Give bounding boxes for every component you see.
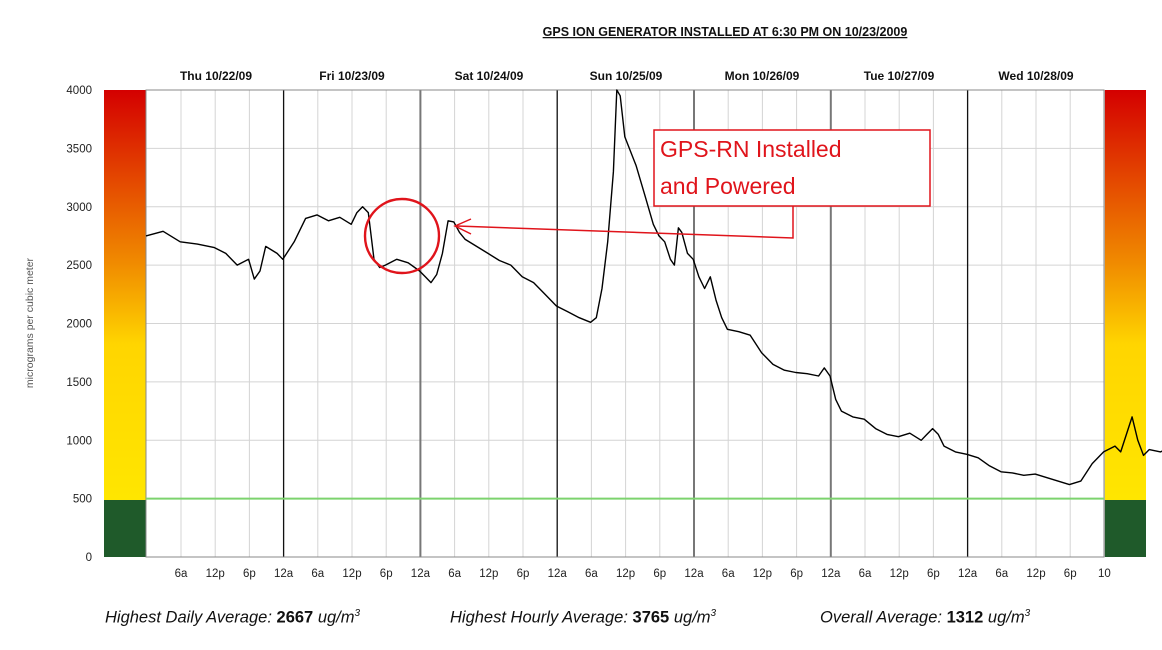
annotation-arrowhead — [453, 218, 472, 235]
x-tick-label: 6a — [995, 568, 1008, 580]
y-tick-label: 0 — [86, 552, 92, 564]
y-tick-label: 2000 — [66, 319, 92, 331]
daily-average-label: Highest Daily Average: — [105, 608, 272, 627]
annotation-line-2: and Powered — [660, 173, 796, 199]
day-labels: Thu 10/22/09 Fri 10/23/09 Sat 10/24/09 Sun … — [180, 69, 1074, 83]
x-tick-labels: 6a 12p 6p 12a 6a 12p 6p 12a 6a 12p 6p 12a 6a 12p 6p 12a… — [175, 568, 1111, 580]
installation-annotation: GPS-RN Installed and Powered — [363, 129, 931, 275]
left-colorbar — [104, 90, 146, 557]
x-tick-label: 6p — [927, 568, 940, 580]
right-colorbar-danger — [1104, 90, 1146, 500]
x-tick-label: 6a — [859, 568, 872, 580]
day-label: Sat 10/24/09 — [455, 69, 524, 83]
x-tick-label: 12p — [1026, 568, 1045, 580]
footer-hourly-average: Highest Hourly Average: 3765 ug/m3 — [450, 608, 716, 628]
day-label: Mon 10/26/09 — [725, 69, 800, 83]
x-tick-label: 6a — [448, 568, 461, 580]
x-tick-label: 12p — [890, 568, 909, 580]
chart-title: GPS ION GENERATOR INSTALLED AT 6:30 PM O… — [543, 25, 908, 39]
y-axis-label: micrograms per cubic meter — [24, 257, 36, 388]
x-tick-label: 12p — [342, 568, 361, 580]
footer-daily-average: Highest Daily Average: 2667 ug/m3 — [105, 608, 360, 628]
day-label: Tue 10/27/09 — [864, 69, 935, 83]
hourly-average-unit: ug/m — [673, 608, 711, 627]
x-tick-label: 6p — [1064, 568, 1077, 580]
hourly-average-label: Highest Hourly Average: — [450, 608, 628, 627]
hourly-average-value: 3765 — [632, 608, 670, 627]
x-tick-label: 6p — [380, 568, 393, 580]
overall-average-unit: ug/m — [987, 608, 1025, 627]
y-tick-label: 3000 — [66, 202, 92, 214]
x-tick-label: 12p — [753, 568, 772, 580]
right-colorbar-safe — [1104, 500, 1146, 557]
plot-frame — [145, 89, 1105, 558]
day-label: Thu 10/22/09 — [180, 69, 252, 83]
y-tick-label: 3500 — [66, 143, 92, 155]
day-label: Wed 10/28/09 — [998, 69, 1073, 83]
overall-average-label: Overall Average: — [820, 608, 942, 627]
x-tick-label: 12p — [479, 568, 498, 580]
grid-lines — [146, 90, 1105, 557]
y-tick-label: 2500 — [66, 260, 92, 272]
x-tick-label: 12a — [958, 568, 978, 580]
day-label: Sun 10/25/09 — [590, 69, 663, 83]
y-tick-label: 1500 — [66, 377, 92, 389]
x-tick-label: 12p — [616, 568, 635, 580]
x-tick-label: 6p — [517, 568, 530, 580]
day-label: Fri 10/23/09 — [319, 69, 385, 83]
annotation-arrow-line — [456, 205, 794, 239]
annotation-box — [653, 129, 931, 207]
x-tick-label: 6p — [653, 568, 666, 580]
left-colorbar-safe — [104, 500, 146, 557]
y-tick-labels: 0 500 1000 1500 2000 2500 3000 3500 4000 — [66, 85, 92, 564]
x-tick-label: 12a — [821, 568, 841, 580]
right-colorbar — [1104, 90, 1146, 557]
annotation-line-1: GPS-RN Installed — [660, 136, 842, 162]
x-tick-label: 6p — [790, 568, 803, 580]
daily-average-exponent: 3 — [354, 608, 361, 619]
hourly-average-exponent: 3 — [710, 608, 717, 619]
x-tick-label: 6a — [311, 568, 324, 580]
x-tick-label: 6a — [585, 568, 598, 580]
daily-average-value: 2667 — [276, 608, 314, 627]
series-line — [145, 89, 1162, 486]
y-tick-label: 4000 — [66, 85, 92, 97]
x-tick-label: 12p — [206, 568, 225, 580]
y-tick-label: 1000 — [66, 435, 92, 447]
annotation-circle — [363, 197, 441, 275]
footer-overall-average: Overall Average: 1312 ug/m3 — [820, 608, 1030, 628]
overall-average-exponent: 3 — [1024, 608, 1031, 619]
x-tick-label: 12a — [274, 568, 294, 580]
x-tick-label: 12a — [411, 568, 431, 580]
daily-average-unit: ug/m — [317, 608, 355, 627]
x-tick-label: 12a — [548, 568, 568, 580]
overall-average-value: 1312 — [946, 608, 984, 627]
x-tick-label: 10 — [1098, 568, 1111, 580]
x-tick-label: 6p — [243, 568, 256, 580]
x-tick-label: 12a — [684, 568, 704, 580]
left-colorbar-danger — [104, 90, 146, 500]
x-tick-label: 6a — [722, 568, 735, 580]
x-tick-label: 6a — [175, 568, 188, 580]
y-tick-label: 500 — [73, 494, 92, 506]
